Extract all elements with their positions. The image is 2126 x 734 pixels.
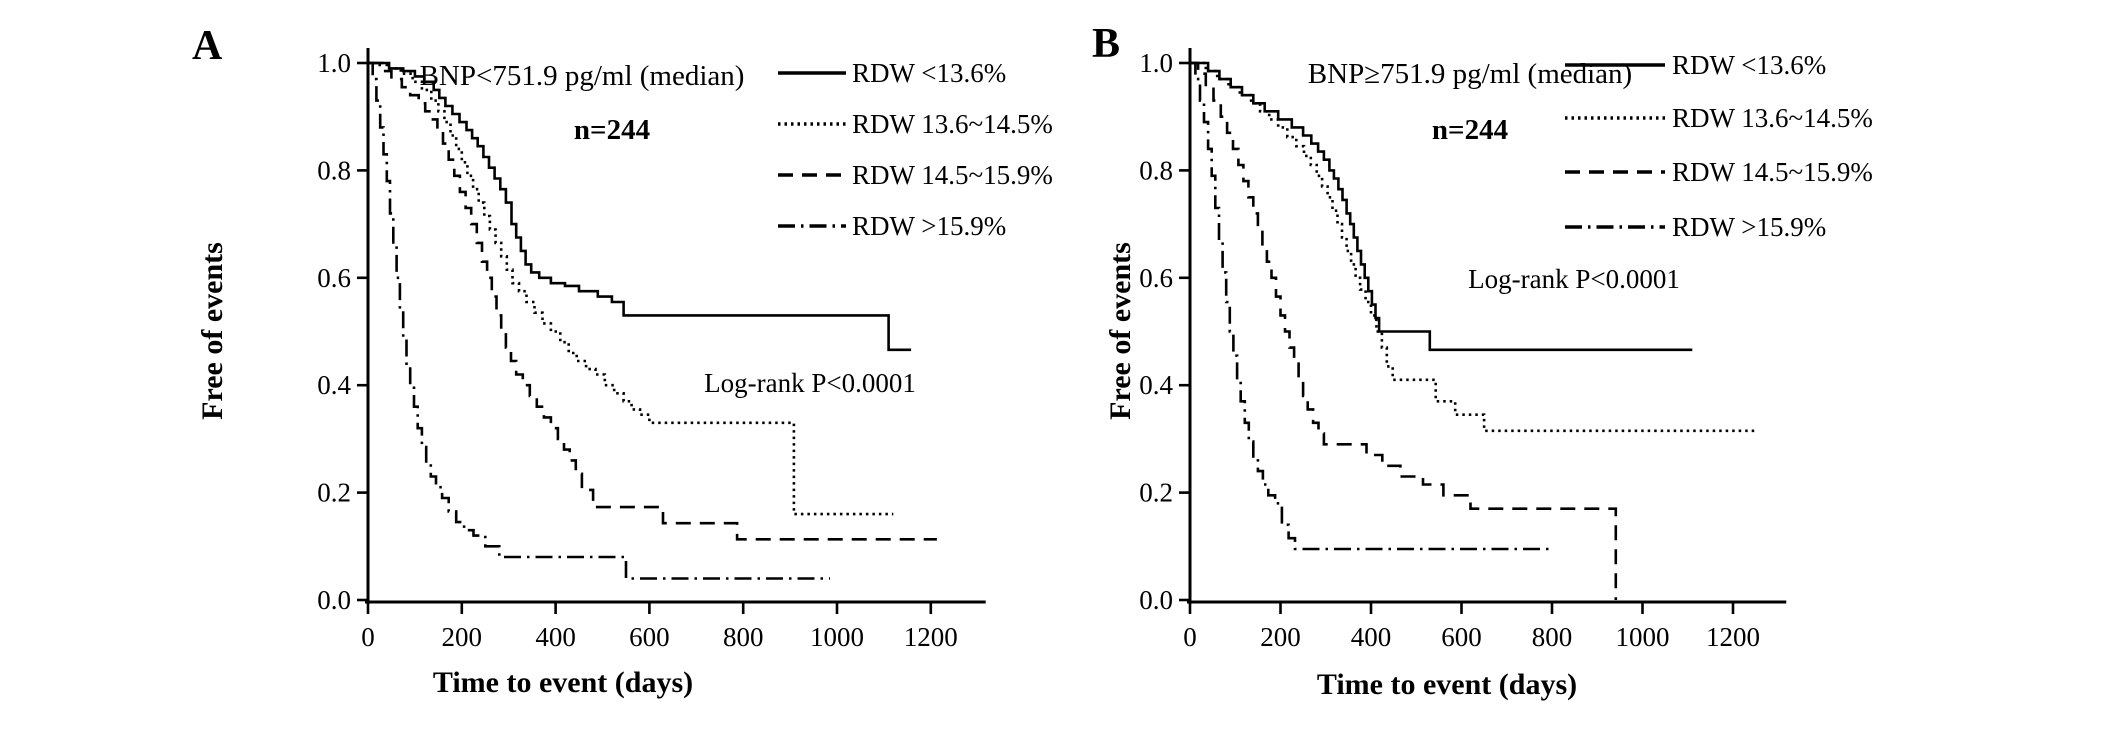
panel-a-y-tick-label: 0.2 [317,478,351,508]
panel-a-x-axis-label: Time to event (days) [432,666,694,699]
panel-b-legend-label-2: RDW 14.5~15.9% [1672,157,1873,187]
panel-a-legend-label-0: RDW <13.6% [852,58,1006,88]
panel-a-x-tick-label: 0 [361,622,375,652]
panel-a-x-tick-label: 1200 [904,622,958,652]
panel-b-curve-3 [1190,61,1552,551]
panel-b-curve-2 [1190,61,1618,600]
panel-a-y-tick-label: 0.4 [317,370,351,400]
panel-b-x-axis-label: Time to event (days) [1316,668,1578,701]
panel-b-n-count: n=244 [1431,114,1509,146]
panel-b-legend-label-3: RDW >15.9% [1672,212,1826,242]
panel-a-letter: A [192,23,223,69]
panel-b-curve-0 [1190,61,1693,352]
panel-a-y-tick-label: 1.0 [317,48,351,78]
panel-b-title: BNP≥751.9 pg/ml (median) [1307,58,1633,90]
panel-a-y-axis-label: Free of events [196,242,229,420]
panel-b-logrank-annotation: Log-rank P<0.0001 [1468,264,1680,294]
panel-b-x-tick-label: 0 [1183,622,1197,652]
panel-a-legend-label-1: RDW 13.6~14.5% [852,109,1053,139]
panel-b-x-tick-label: 1000 [1616,622,1670,652]
panel-a-x-tick-label: 1000 [810,622,864,652]
panel-a-n-count: n=244 [573,114,651,146]
panel-a-x-tick-label: 200 [442,622,483,652]
panel-a-x-tick-label: 600 [629,622,670,652]
panel-b-y-tick-label: 0.4 [1139,370,1173,400]
panel-a-curve-0 [368,61,912,352]
panel-b-x-tick-label: 600 [1441,622,1482,652]
panel-b-x-tick-label: 1200 [1706,622,1760,652]
panel-b-letter: B [1092,21,1121,67]
panel-b-x-tick-label: 400 [1351,622,1392,652]
panel-a-curve-1 [368,61,894,516]
panel-b-y-tick-label: 0.6 [1139,263,1173,293]
panel-a-logrank-annotation: Log-rank P<0.0001 [704,368,916,398]
panel-a-y-tick-label: 0.8 [317,155,351,185]
panel-a-title: BNP<751.9 pg/ml (median) [419,60,745,92]
panel-b-y-tick-label: 0.2 [1139,478,1173,508]
panel-b-y-tick-label: 0.8 [1139,155,1173,185]
panel-a-curve-2 [368,61,937,541]
panel-b-y-axis-label: Free of events [1104,242,1137,420]
panel-b-legend-label-1: RDW 13.6~14.5% [1672,103,1873,133]
panel-a-curve-3 [368,61,830,580]
panel-b-legend-label-0: RDW <13.6% [1672,50,1826,80]
panel-a-legend-label-2: RDW 14.5~15.9% [852,160,1053,190]
panel-a-x-tick-label: 400 [535,622,576,652]
panel-a-legend-label-3: RDW >15.9% [852,211,1006,241]
panel-b-y-tick-label: 0.0 [1139,585,1173,615]
panel-b-x-tick-label: 200 [1260,622,1301,652]
panel-b-x-tick-label: 800 [1532,622,1573,652]
panel-a-x-tick-label: 800 [723,622,764,652]
panel-b-y-tick-label: 1.0 [1139,48,1173,78]
panel-b-curve-1 [1190,61,1756,433]
panel-a-y-tick-label: 0.6 [317,263,351,293]
panel-a-y-tick-label: 0.0 [317,585,351,615]
